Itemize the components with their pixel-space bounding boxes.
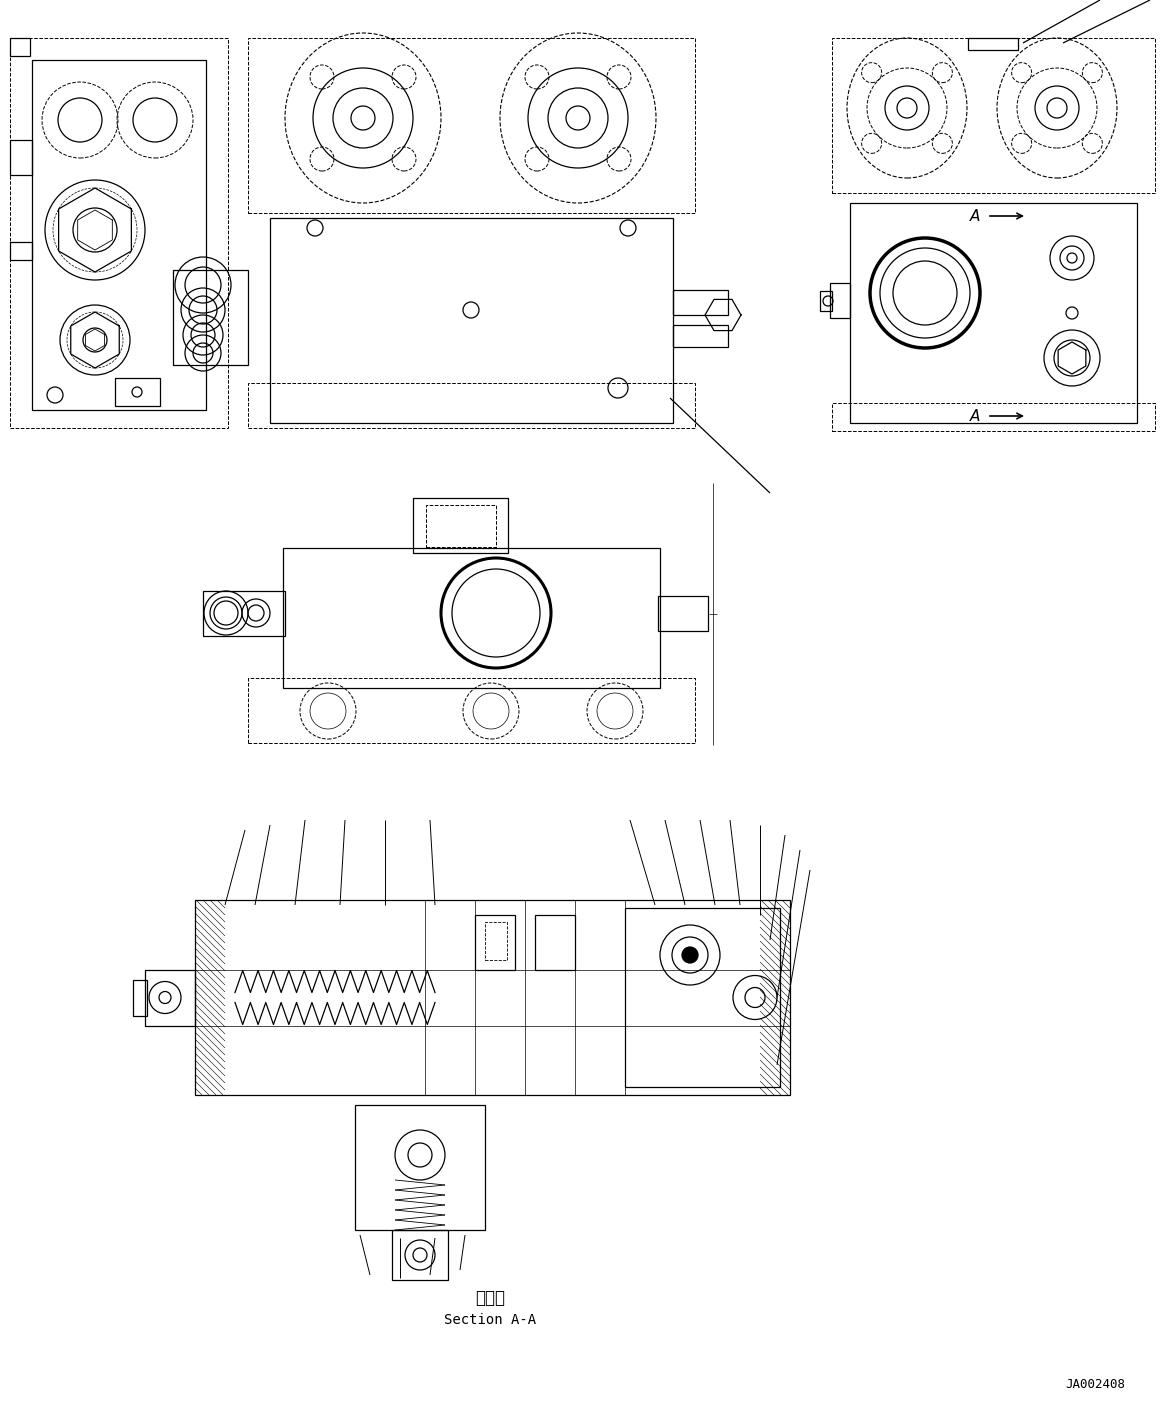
- Text: A: A: [970, 409, 980, 423]
- Bar: [475, 915, 515, 969]
- Bar: [248, 38, 695, 214]
- Bar: [270, 218, 673, 423]
- Text: 断　面: 断 面: [475, 1288, 505, 1307]
- Bar: [673, 325, 728, 347]
- Bar: [10, 38, 228, 429]
- Bar: [248, 384, 695, 429]
- Bar: [820, 291, 832, 311]
- Text: A: A: [970, 208, 980, 223]
- Bar: [830, 282, 850, 318]
- Bar: [832, 38, 1155, 192]
- Bar: [426, 504, 495, 547]
- Bar: [10, 38, 30, 56]
- Bar: [195, 901, 790, 1094]
- Bar: [535, 915, 575, 969]
- Bar: [968, 38, 1018, 51]
- Bar: [115, 378, 160, 406]
- Bar: [850, 202, 1137, 423]
- Text: Section A-A: Section A-A: [444, 1314, 536, 1326]
- Circle shape: [682, 947, 698, 962]
- Bar: [413, 497, 508, 554]
- Bar: [133, 979, 147, 1016]
- Bar: [248, 679, 695, 743]
- Text: JA002408: JA002408: [1065, 1378, 1125, 1391]
- Bar: [145, 969, 195, 1026]
- Bar: [33, 60, 206, 410]
- Bar: [625, 908, 780, 1087]
- Bar: [10, 140, 33, 176]
- Bar: [658, 596, 708, 631]
- Bar: [832, 403, 1155, 431]
- Bar: [10, 242, 33, 260]
- Bar: [283, 548, 659, 688]
- Bar: [392, 1229, 448, 1280]
- Bar: [204, 592, 285, 636]
- Bar: [355, 1104, 485, 1229]
- Bar: [173, 270, 248, 365]
- Bar: [485, 922, 507, 960]
- Bar: [673, 289, 728, 315]
